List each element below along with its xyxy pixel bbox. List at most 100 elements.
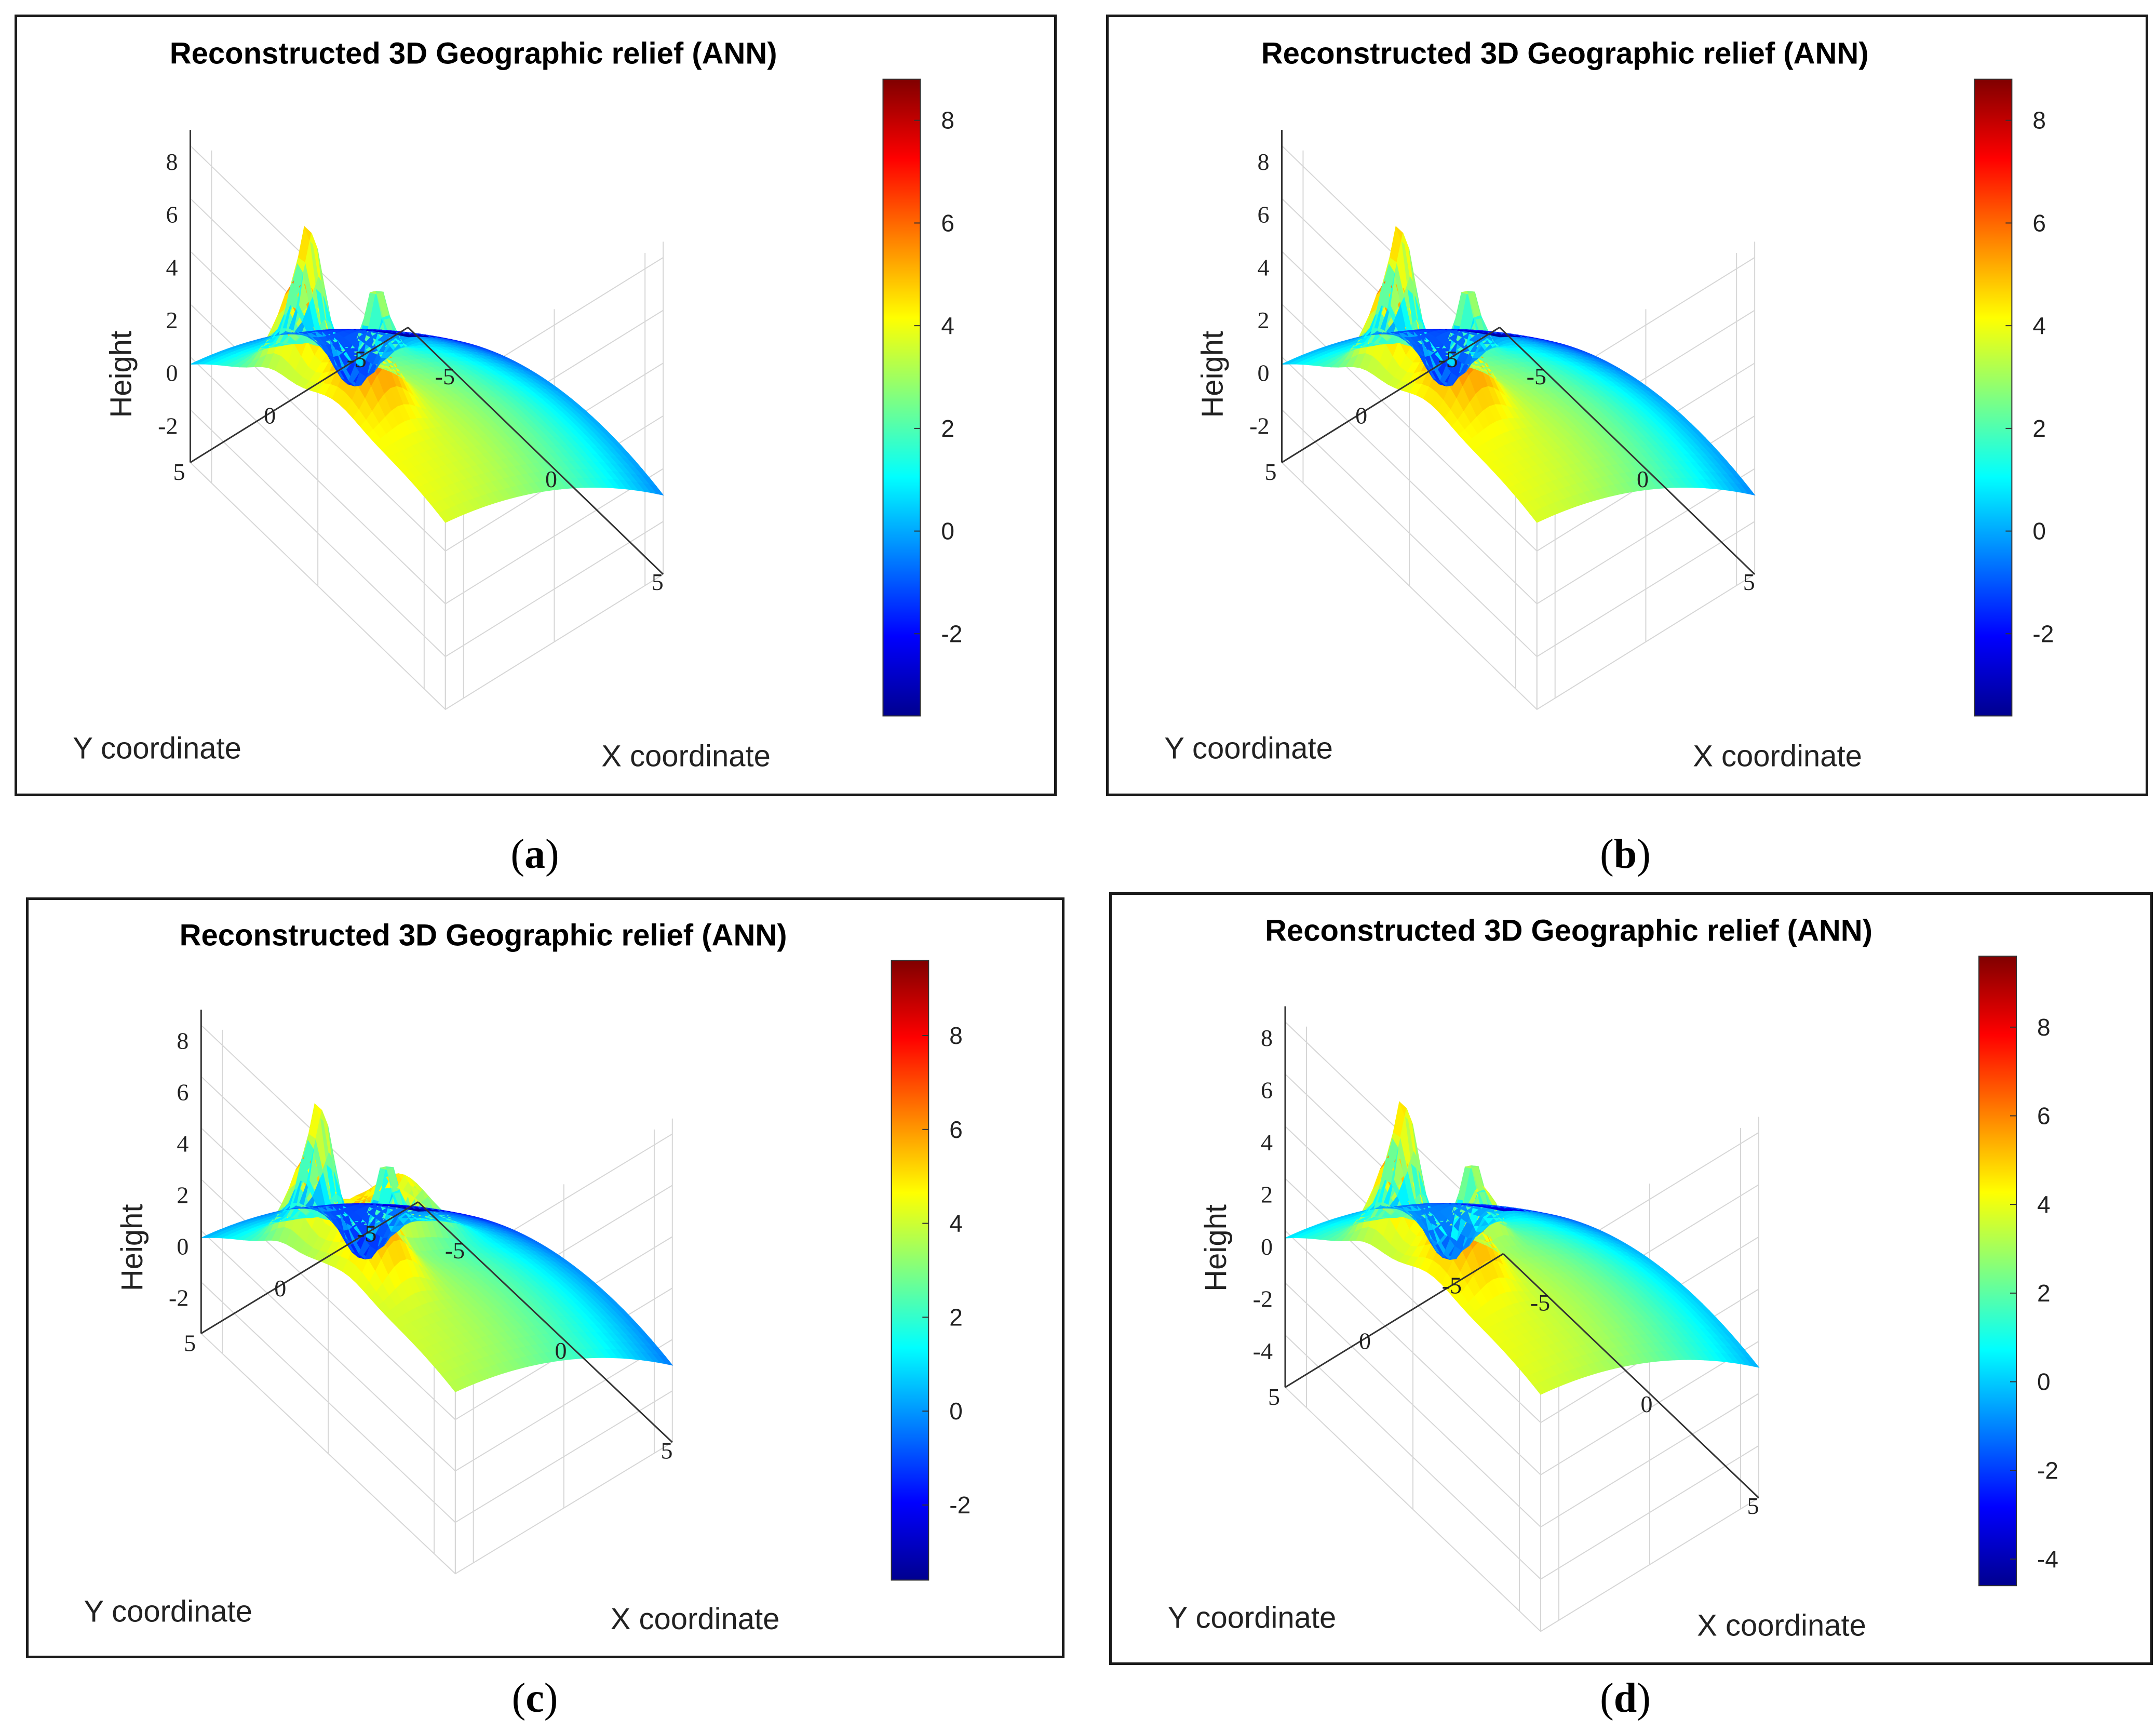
z-tick-label: 4	[177, 1131, 188, 1157]
z-axis-label: Height	[104, 331, 138, 418]
axis-lines	[1281, 130, 1756, 575]
y-tick-label: -5	[1438, 346, 1458, 372]
caption-d: (d)	[1600, 1675, 1651, 1721]
x-tick-label: 5	[661, 1438, 672, 1464]
surface-chart-b: Reconstructed 3D Geographic relief (ANN)…	[1164, 37, 2054, 773]
z-tick-label: -2	[158, 412, 178, 439]
relief-surface	[190, 225, 664, 523]
colorbar-tick-label: 8	[2032, 107, 2046, 134]
y-tick-label: 5	[1268, 1384, 1280, 1410]
x-tick-label: -5	[435, 363, 455, 390]
z-tick-label: 6	[1261, 1077, 1273, 1103]
z-tick-label: 0	[1257, 360, 1269, 386]
y-tick-label: 0	[264, 402, 276, 428]
z-tick-label: 0	[1261, 1233, 1273, 1260]
colorbar-tick-label: 6	[2037, 1102, 2051, 1129]
x-tick-label: -5	[445, 1237, 465, 1264]
colorbar	[1974, 78, 2013, 717]
x-tick-label: -5	[1527, 363, 1546, 390]
colorbar-tick-label: 0	[949, 1398, 963, 1425]
z-tick-label: 6	[177, 1079, 188, 1106]
colorbar-tick-label: 0	[941, 518, 954, 545]
colorbar-tick-label: 4	[2032, 312, 2046, 339]
y-tick-label: 0	[1355, 402, 1367, 428]
colorbar-tick-label: -2	[949, 1492, 971, 1519]
colorbar-tick-label: 8	[949, 1022, 963, 1049]
chart-title: Reconstructed 3D Geographic relief (ANN)	[170, 37, 777, 71]
z-tick-label: 8	[1261, 1025, 1273, 1051]
axis-lines	[1284, 1006, 1760, 1499]
x-axis-label: X coordinate	[611, 1602, 780, 1636]
z-tick-label: 0	[166, 360, 178, 386]
y-axis-label: Y coordinate	[1168, 1601, 1337, 1634]
y-tick-label: 5	[173, 459, 185, 485]
chart-title: Reconstructed 3D Geographic relief (ANN)	[180, 918, 787, 952]
colorbar-tick-label: 2	[949, 1304, 963, 1331]
z-tick-label: 4	[1257, 254, 1269, 280]
z-tick-label: 2	[1261, 1181, 1273, 1207]
relief-surface	[201, 1103, 673, 1392]
axis-lines	[189, 130, 664, 575]
x-tick-label: 5	[1743, 569, 1755, 595]
x-axis-label: X coordinate	[1693, 740, 1862, 773]
colorbar-tick-label: 6	[2032, 209, 2046, 236]
surface-chart-c: Reconstructed 3D Geographic relief (ANN)…	[84, 918, 971, 1636]
panel-a: Reconstructed 3D Geographic relief (ANN)…	[15, 15, 1057, 796]
z-tick-label: 8	[166, 149, 178, 175]
z-tick-label: 4	[1261, 1129, 1273, 1156]
colorbar-tick-label: -4	[2037, 1546, 2058, 1573]
y-tick-label: 0	[1359, 1328, 1371, 1354]
y-axis-label: Y coordinate	[73, 732, 241, 766]
z-tick-label: 0	[177, 1233, 188, 1259]
surface-chart-a: Reconstructed 3D Geographic relief (ANN)…	[73, 37, 962, 773]
z-tick-label: 8	[1257, 149, 1269, 175]
x-tick-label: 5	[652, 569, 664, 595]
colorbar-tick-label: -2	[2032, 620, 2054, 647]
colorbar-tick-label: -2	[941, 620, 962, 647]
x-tick-label: 0	[1641, 1391, 1653, 1417]
x-tick-label: 0	[1637, 466, 1649, 492]
x-tick-label: 5	[1747, 1493, 1759, 1519]
y-tick-label: 5	[184, 1330, 196, 1356]
z-tick-label: 8	[177, 1028, 188, 1054]
z-axis-label: Height	[115, 1204, 149, 1291]
relief-surface	[1285, 1100, 1760, 1395]
z-tick-label: -2	[1249, 412, 1269, 439]
colorbar	[891, 960, 929, 1581]
z-tick-label: 2	[177, 1181, 188, 1208]
y-tick-label: -5	[1442, 1272, 1462, 1299]
colorbar-tick-label: 8	[2037, 1014, 2051, 1041]
z-axis-label: Height	[1199, 1204, 1233, 1292]
x-axis-label: X coordinate	[601, 740, 771, 773]
colorbar-tick-label: 4	[2037, 1191, 2051, 1218]
colorbar-tick-label: 0	[2037, 1368, 2051, 1395]
colorbar-tick-label: 2	[941, 415, 954, 442]
z-tick-label: -2	[1253, 1285, 1273, 1312]
colorbar-tick-label: 8	[941, 107, 954, 134]
z-tick-label: -4	[1253, 1338, 1273, 1364]
colorbar-tick-label: 6	[949, 1116, 963, 1143]
caption-a: (a)	[510, 831, 559, 877]
z-tick-label: 4	[166, 254, 178, 280]
colorbar-tick-label: -2	[2037, 1457, 2058, 1484]
x-tick-label: 0	[545, 466, 557, 492]
y-tick-label: -5	[357, 1220, 376, 1247]
colorbar	[1978, 956, 2017, 1587]
y-tick-label: 5	[1264, 459, 1276, 485]
relief-surface	[1282, 225, 1756, 523]
z-axis-label: Height	[1196, 331, 1230, 418]
colorbar-tick-label: 0	[2032, 518, 2046, 545]
surface-chart-d: Reconstructed 3D Geographic relief (ANN)…	[1168, 914, 2058, 1643]
z-tick-label: 6	[1257, 202, 1269, 228]
colorbar-tick-label: 6	[941, 209, 954, 236]
x-tick-label: 0	[555, 1337, 567, 1364]
x-tick-label: -5	[1530, 1289, 1550, 1315]
z-tick-label: 2	[166, 307, 178, 333]
chart-title: Reconstructed 3D Geographic relief (ANN)	[1261, 37, 1869, 71]
colorbar-tick-label: 4	[949, 1210, 963, 1237]
panel-c: Reconstructed 3D Geographic relief (ANN)…	[26, 897, 1064, 1658]
z-tick-label: 6	[166, 202, 178, 228]
z-tick-label: 2	[1257, 307, 1269, 333]
panel-d: Reconstructed 3D Geographic relief (ANN)…	[1109, 892, 2153, 1665]
x-axis-label: X coordinate	[1697, 1608, 1866, 1642]
